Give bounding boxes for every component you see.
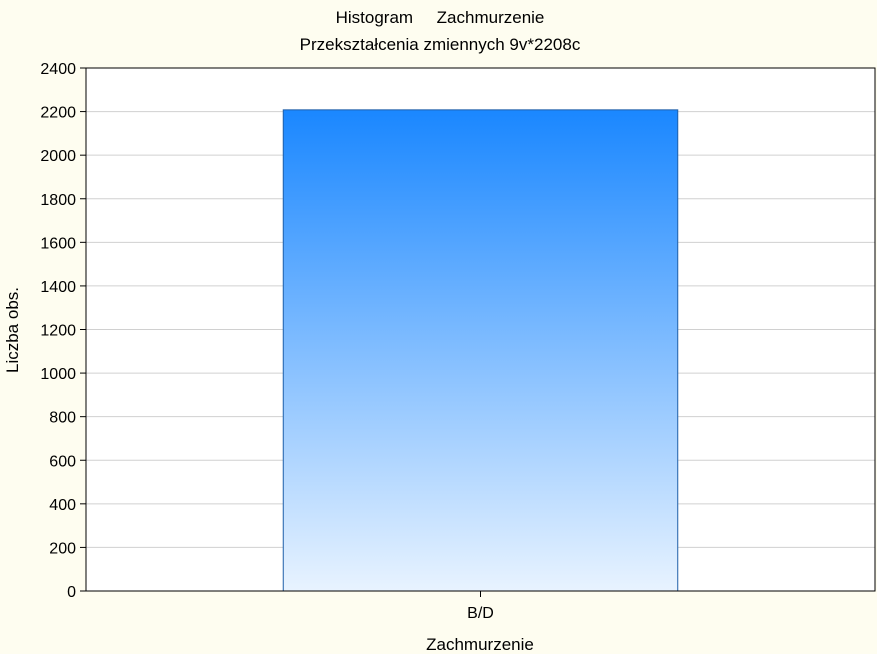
y-axis-ticks: 0 200 400 600 800 1000 1200 1400 1600 1800 2000 220… [40, 61, 86, 601]
y-tick-label: 1600 [40, 235, 76, 252]
chart-title: Histogram Zachmurzenie [336, 8, 545, 27]
y-tick-label: 0 [67, 584, 76, 601]
y-tick-label: 800 [49, 410, 76, 427]
y-tick-label: 600 [49, 453, 76, 470]
bar-0 [282, 109, 679, 592]
bars [282, 109, 679, 592]
y-tick-label: 1800 [40, 192, 76, 209]
y-tick-label: 200 [49, 540, 76, 557]
x-axis-label: Zachmurzenie [426, 635, 534, 654]
y-tick-label: 2200 [40, 105, 76, 122]
x-axis-ticks: B/D [467, 591, 494, 622]
y-tick-label: 1400 [40, 279, 76, 296]
y-axis-label: Liczba obs. [3, 287, 22, 373]
y-tick-label: 2000 [40, 148, 76, 165]
x-tick-label: B/D [467, 605, 494, 622]
y-tick-label: 400 [49, 497, 76, 514]
y-tick-label: 2400 [40, 61, 76, 78]
y-tick-label: 1200 [40, 323, 76, 340]
chart-subtitle: Przekształcenia zmiennych 9v*2208c [300, 35, 581, 54]
y-tick-label: 1000 [40, 366, 76, 383]
